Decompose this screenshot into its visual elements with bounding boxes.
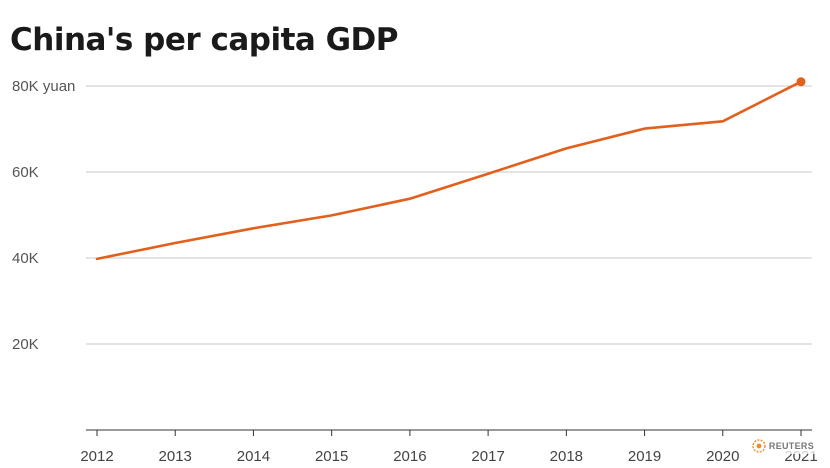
series-layer [95, 77, 806, 261]
y-tick-label: 60K [12, 164, 39, 181]
y-tick-label: 80K yuan [12, 78, 75, 95]
reuters-logo-icon [752, 439, 766, 453]
x-axis [86, 429, 812, 436]
grid-layer [86, 85, 812, 345]
y-tick-label: 20K [12, 336, 39, 353]
x-tick-label: 2017 [471, 448, 504, 465]
last-point-marker [796, 77, 806, 87]
chart-title: China's per capita GDP [10, 22, 399, 58]
x-tick-label: 2015 [315, 448, 348, 465]
x-tick-label: 2020 [706, 448, 739, 465]
tick-labels: 20K 40K 60K 80K yuan 2012 2013 2014 2015 2016 201… [12, 78, 818, 465]
x-tick-label: 2016 [393, 448, 426, 465]
x-tick-label: 2018 [550, 448, 583, 465]
x-tick-label: 2013 [159, 448, 192, 465]
source-label: REUTERS [768, 441, 814, 451]
x-tick-label: 2012 [80, 448, 113, 465]
x-tick-label: 2019 [628, 448, 661, 465]
series-line [95, 80, 803, 261]
x-tick-label: 2014 [237, 448, 270, 465]
source-logo: REUTERS [749, 438, 816, 454]
y-tick-label: 40K [12, 250, 39, 267]
